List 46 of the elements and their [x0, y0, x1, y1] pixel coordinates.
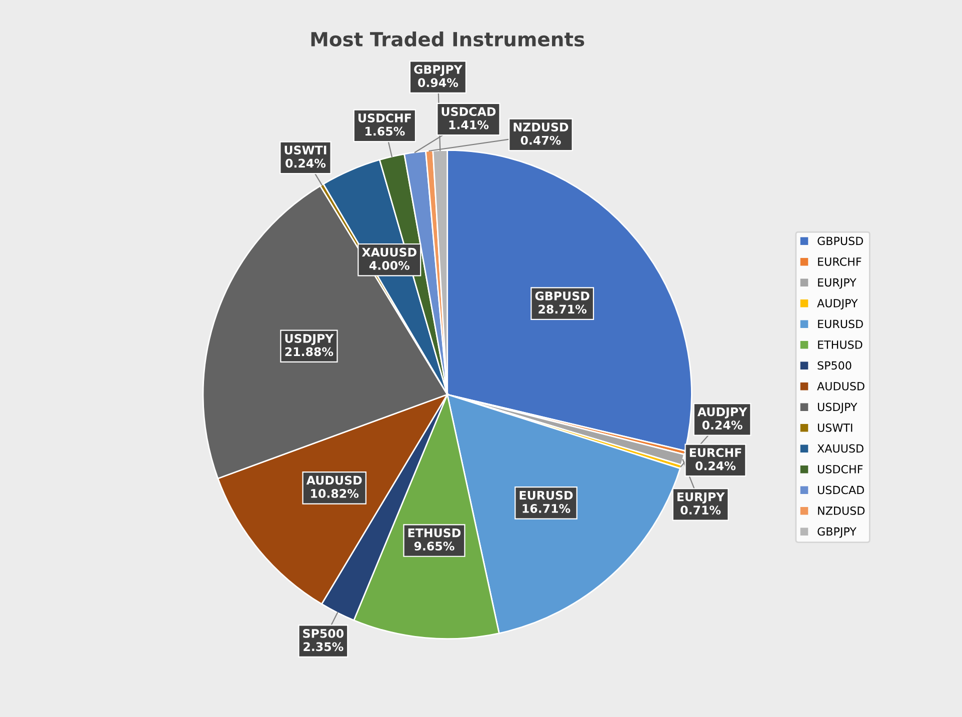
slice-label: EURJPY [677, 492, 725, 504]
data-label: 0.47% [520, 136, 561, 145]
legend-label: EURUSD [818, 320, 863, 328]
data-label: 1.41% [449, 120, 489, 130]
legend-label: EURJPY [818, 278, 856, 289]
legend-label: SP500 [818, 361, 852, 370]
data-label: 28.71% [538, 304, 587, 314]
slice-label: GBPJPY [414, 64, 463, 76]
slice-label: XAUUSD [362, 248, 416, 257]
slice-label: USDCAD [442, 107, 496, 116]
data-label: 21.88% [285, 347, 334, 356]
data-label: 16.71% [522, 504, 570, 513]
legend-label: GBPUSD [818, 236, 864, 246]
data-label: 0.24% [702, 420, 742, 430]
slice-label: AUDJPY [697, 408, 748, 418]
data-label: 0.24% [286, 158, 326, 168]
data-label: 4.00% [369, 260, 410, 270]
slice-label: ETHUSD [408, 528, 461, 538]
legend-label: ETHUSD [818, 340, 862, 349]
slice-label: AUDUSD [306, 476, 362, 485]
legend-label: USWTI [818, 424, 852, 432]
slice-label: USDJPY [285, 334, 334, 346]
data-label: 0.71% [680, 506, 721, 515]
chart-title: Most Traded Instruments [311, 31, 584, 47]
legend-label: NZDUSD [818, 506, 865, 515]
data-label: 0.24% [696, 461, 736, 470]
legend-label: EURCHF [818, 257, 862, 266]
legend-label: GBPJPY [818, 527, 856, 538]
slice-label: EURUSD [520, 490, 573, 500]
slice-label: USWTI [284, 146, 326, 154]
data-label: 1.65% [366, 126, 405, 136]
slice-label: EURCHF [690, 448, 742, 458]
slice-label: SP500 [303, 628, 344, 638]
slice-label: NZDUSD [514, 122, 568, 132]
data-label: 0.94% [418, 78, 458, 88]
legend-label: USDCHF [818, 465, 863, 474]
legend-label: USDJPY [818, 402, 858, 414]
data-label: 2.35% [304, 642, 344, 652]
legend-label: USDCAD [818, 486, 864, 494]
data-label: 10.82% [311, 489, 359, 498]
legend-label: AUDUSD [817, 382, 864, 390]
data-label: 9.65% [414, 542, 454, 551]
legend-label: AUDJPY [817, 299, 858, 310]
slice-label: GBPUSD [535, 291, 590, 300]
slice-label: USDCHF [358, 114, 411, 122]
legend-label: XAUUSD [817, 444, 864, 453]
